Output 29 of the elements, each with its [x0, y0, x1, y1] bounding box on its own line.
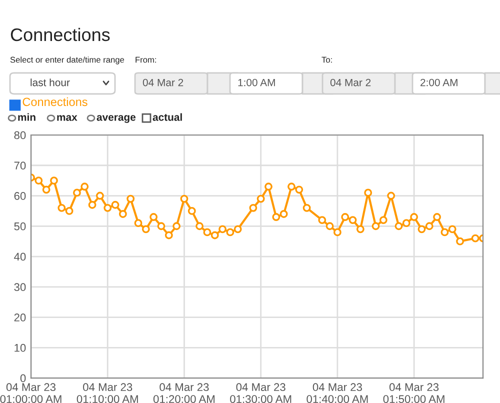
text: 1:00 AM — [238, 78, 275, 86]
y-tick-label: 60 — [14, 192, 26, 200]
y-tick-label: 20 — [14, 314, 26, 322]
text: Select or enter date/time range — [10, 56, 124, 64]
x-tick-label: 04 Mar 23 01:10:00 AM — [76, 383, 138, 403]
text: 2:00 AM — [420, 78, 458, 86]
text: 04 Mar 2 — [330, 78, 371, 86]
text: max — [57, 115, 78, 121]
text: last hour — [30, 78, 70, 86]
x-tick-label: 04 Mar 23 01:40:00 AM — [306, 383, 368, 403]
y-tick-label: 50 — [14, 222, 26, 230]
chart-title: Connections — [10, 28, 110, 42]
x-tick-label: 04 Mar 23 01:00:00 AM — [0, 383, 62, 403]
y-tick-label: 40 — [14, 252, 26, 261]
x-tick-label: 04 Mar 23 01:30:00 AM — [230, 383, 292, 403]
text: min — [18, 113, 36, 121]
text: actual — [152, 113, 182, 121]
text: average — [96, 115, 136, 123]
y-tick-label: 0 — [20, 374, 26, 382]
text: To: — [322, 56, 332, 63]
y-tick-label: 30 — [14, 283, 26, 292]
y-tick-label: 10 — [14, 344, 26, 352]
text: 04 Mar 2 — [142, 78, 184, 86]
x-tick-label: 04 Mar 23 01:50:00 AM — [383, 383, 444, 403]
text: From: — [136, 56, 156, 63]
y-tick-label: 70 — [14, 162, 26, 170]
text: Connections — [22, 97, 88, 106]
y-tick-label: 80 — [14, 131, 26, 140]
x-tick-label: 04 Mar 23 01:20:00 AM — [153, 383, 215, 403]
